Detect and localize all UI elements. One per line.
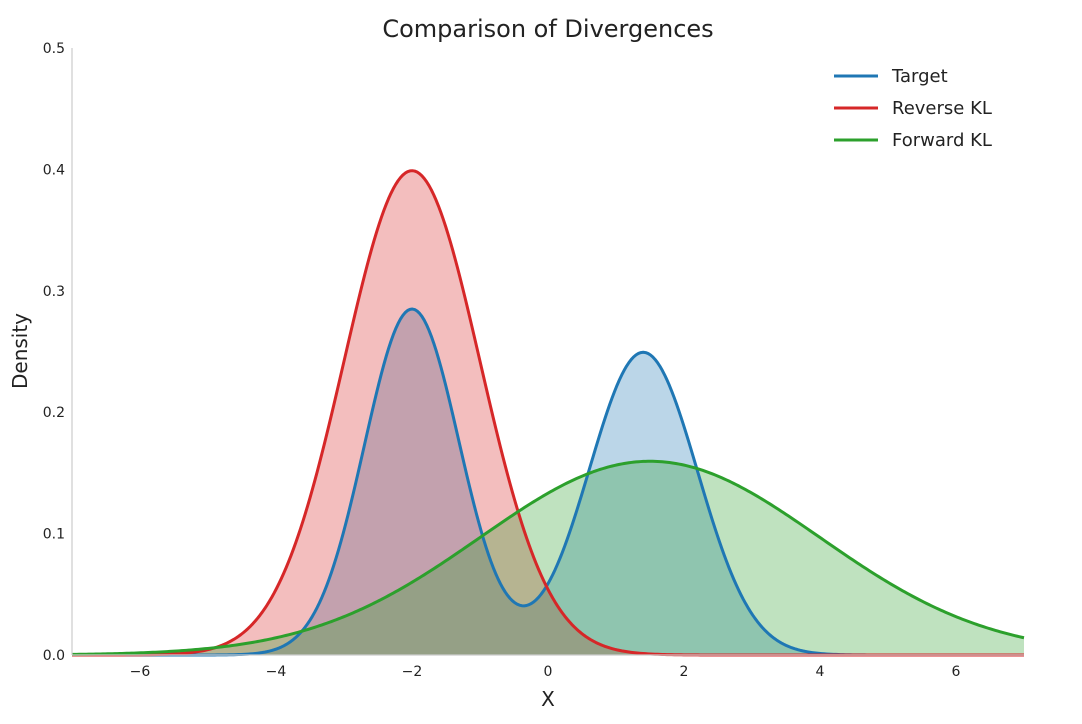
x-tick-label: 6 xyxy=(952,664,961,680)
x-tick-label: 2 xyxy=(680,664,689,680)
y-tick-label: 0.3 xyxy=(43,284,65,300)
legend-label-reverse-kl: Reverse KL xyxy=(892,98,992,119)
x-tick-label: 0 xyxy=(544,664,553,680)
legend-label-forward-kl: Forward KL xyxy=(892,130,992,151)
x-axis-title: X xyxy=(541,687,555,711)
y-tick-labels: 0.0 0.1 0.2 0.3 0.4 0.5 xyxy=(43,41,65,664)
chart-title: Comparison of Divergences xyxy=(382,15,713,43)
area-forward-kl xyxy=(72,461,1024,655)
y-tick-label: 0.0 xyxy=(43,648,65,664)
x-tick-label: −4 xyxy=(266,664,287,680)
x-tick-label: −6 xyxy=(130,664,151,680)
line-forward-kl xyxy=(71,459,1025,656)
x-tick-labels: −6 −4 −2 0 2 4 6 xyxy=(130,664,961,680)
x-tick-label: 4 xyxy=(816,664,825,680)
legend-label-target: Target xyxy=(891,66,948,87)
area-reverse-kl xyxy=(72,170,1024,655)
y-axis-title: Density xyxy=(8,313,32,389)
y-tick-label: 0.4 xyxy=(43,162,65,178)
legend: Target Reverse KL Forward KL xyxy=(834,66,992,151)
x-tick-label: −2 xyxy=(402,664,423,680)
y-tick-label: 0.2 xyxy=(43,405,65,421)
y-tick-label: 0.1 xyxy=(43,527,65,543)
y-tick-label: 0.5 xyxy=(43,41,65,57)
